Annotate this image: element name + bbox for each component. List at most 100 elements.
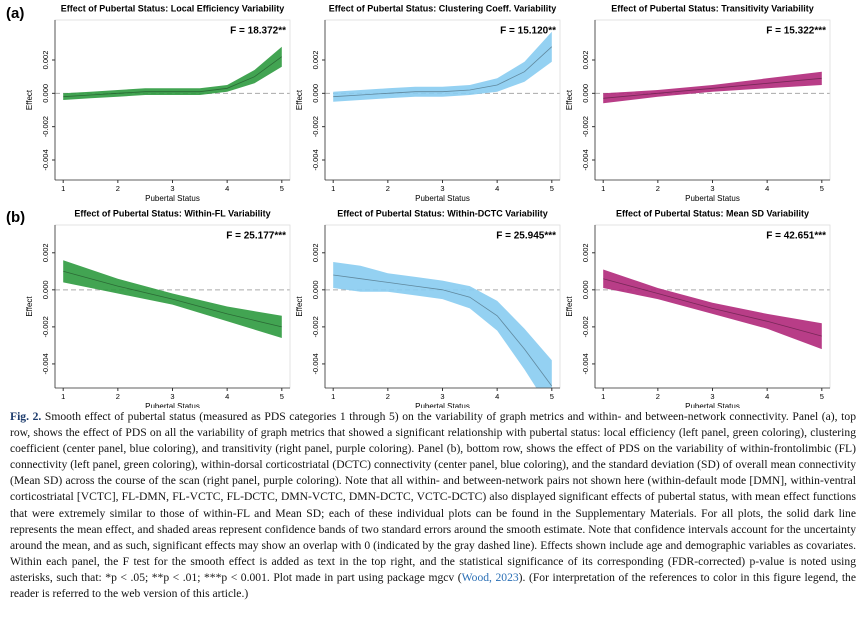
y-axis-label: Effect (295, 89, 304, 110)
annotation: F = 15.120** (500, 26, 556, 37)
x-tick-label: 4 (495, 184, 499, 193)
mean-line (603, 77, 822, 99)
y-axis-label: Effect (25, 89, 34, 110)
y-tick-label: 0.000 (41, 280, 50, 299)
x-tick-label: 1 (601, 392, 605, 401)
caption-label: Fig. 2. (10, 410, 42, 423)
confidence-band (63, 260, 282, 338)
x-tick-label: 3 (440, 392, 444, 401)
x-axis-label: Pubertal Status (145, 194, 200, 203)
y-tick-label: -0.004 (581, 353, 590, 374)
y-tick-label: -0.004 (311, 149, 320, 170)
chart-title: Effect of Pubertal Status: Within-FL Var… (74, 208, 270, 218)
x-axis-label: Pubertal Status (685, 402, 740, 408)
x-tick-label: 5 (550, 392, 554, 401)
plot-area (55, 260, 290, 338)
x-tick-label: 4 (765, 392, 769, 401)
x-tick-label: 3 (710, 184, 714, 193)
x-tick-label: 4 (225, 392, 229, 401)
y-tick-label: -0.002 (581, 116, 590, 137)
x-tick-label: 3 (710, 392, 714, 401)
annotation: F = 42.651*** (766, 231, 826, 242)
y-tick-label: -0.004 (311, 353, 320, 374)
panel-label: (b) (6, 209, 25, 226)
caption-text: ). (For interpretation of the references… (10, 570, 856, 601)
mean-line (63, 56, 283, 98)
x-tick-label: 2 (116, 184, 120, 193)
y-tick-label: -0.004 (41, 353, 50, 374)
annotation: F = 25.945*** (496, 231, 556, 242)
mean-line (63, 270, 282, 328)
annotation: F = 18.372** (230, 26, 286, 37)
plot-area (325, 31, 560, 102)
y-axis-label: Effect (295, 296, 304, 317)
x-tick-label: 5 (280, 184, 284, 193)
plot-frame (54, 224, 291, 389)
x-tick-label: 4 (495, 392, 499, 401)
annotation: F = 25.177*** (226, 231, 286, 242)
plot-area (595, 269, 830, 350)
confidence-band (603, 269, 822, 350)
y-tick-label: 0.002 (581, 51, 590, 70)
x-tick-label: 2 (116, 392, 120, 401)
y-tick-label: 0.002 (581, 243, 590, 262)
plot-area (55, 46, 290, 100)
y-tick-label: -0.004 (41, 149, 50, 170)
x-tick-label: 4 (765, 184, 769, 193)
figure: (a) (b) Effect of Pubertal Status: Local… (6, 3, 831, 408)
y-tick-label: -0.002 (41, 316, 50, 337)
mean-line (333, 46, 553, 98)
x-tick-label: 2 (656, 184, 660, 193)
confidence-band (333, 262, 552, 388)
y-tick-label: 0.000 (311, 280, 320, 299)
x-tick-label: 2 (386, 392, 390, 401)
panel-label: (a) (6, 5, 24, 22)
x-tick-label: 4 (225, 184, 229, 193)
y-axis-label: Effect (25, 296, 34, 317)
x-tick-label: 2 (386, 184, 390, 193)
caption: Fig. 2. Smooth effect of pubertal status… (10, 409, 856, 602)
x-axis-label: Pubertal Status (685, 194, 740, 203)
y-tick-label: -0.002 (581, 316, 590, 337)
confidence-band (603, 71, 822, 104)
y-tick-label: 0.002 (311, 243, 320, 262)
y-tick-label: 0.002 (41, 243, 50, 262)
x-tick-label: 1 (331, 184, 335, 193)
x-tick-label: 5 (820, 392, 824, 401)
chart-title: Effect of Pubertal Status: Transitivity … (611, 3, 814, 13)
reference-link[interactable]: Wood, 2023 (461, 570, 519, 584)
x-axis-label: Pubertal Status (415, 194, 470, 203)
chart-title: Effect of Pubertal Status: Mean SD Varia… (616, 208, 809, 218)
y-tick-label: 0.000 (41, 84, 50, 103)
annotation: F = 15.322*** (766, 26, 826, 37)
x-tick-label: 3 (170, 184, 174, 193)
x-tick-label: 5 (820, 184, 824, 193)
x-tick-label: 3 (440, 184, 444, 193)
confidence-band (333, 31, 552, 102)
y-tick-label: -0.004 (581, 149, 590, 170)
plot-area (325, 262, 560, 388)
y-tick-label: 0.002 (311, 51, 320, 70)
x-tick-label: 1 (61, 184, 65, 193)
x-tick-label: 1 (331, 392, 335, 401)
mean-line (603, 278, 822, 337)
y-tick-label: -0.002 (311, 316, 320, 337)
plot-frame (54, 19, 291, 181)
caption-text: Smooth effect of pubertal status (measur… (10, 410, 856, 584)
x-tick-label: 1 (61, 392, 65, 401)
y-axis-label: Effect (565, 89, 574, 110)
chart-title: Effect of Pubertal Status: Local Efficie… (61, 3, 285, 13)
x-tick-label: 5 (280, 392, 284, 401)
y-tick-label: -0.002 (41, 116, 50, 137)
y-tick-label: 0.000 (311, 84, 320, 103)
confidence-band (63, 46, 282, 100)
y-tick-label: 0.000 (581, 84, 590, 103)
y-tick-label: 0.002 (41, 51, 50, 70)
x-tick-label: 5 (550, 184, 554, 193)
x-tick-label: 1 (601, 184, 605, 193)
chart-title: Effect of Pubertal Status: Within-DCTC V… (337, 208, 547, 218)
chart-title: Effect of Pubertal Status: Clustering Co… (329, 3, 557, 13)
y-tick-label: -0.002 (311, 116, 320, 137)
y-axis-label: Effect (565, 296, 574, 317)
